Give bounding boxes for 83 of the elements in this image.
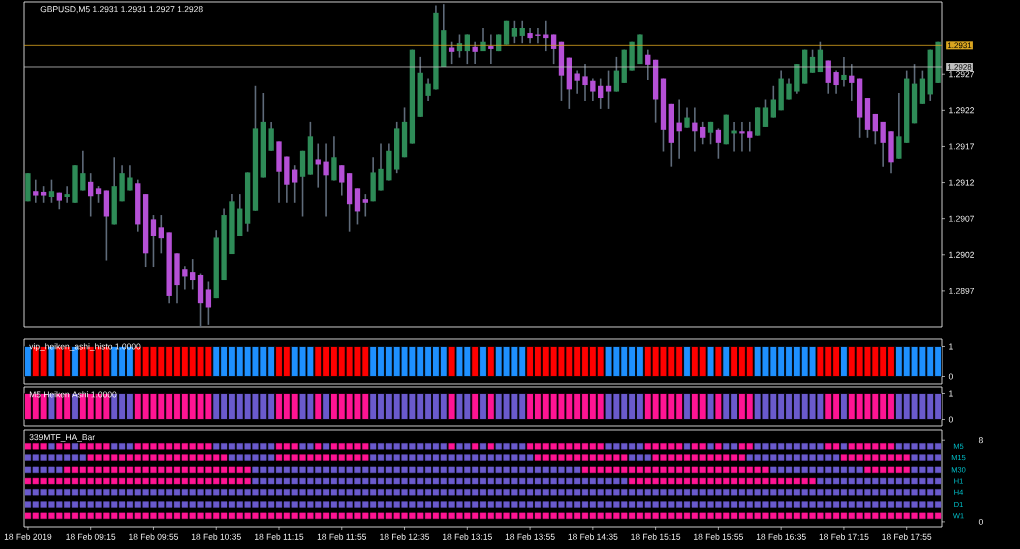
candlestick — [158, 214, 164, 255]
candlestick — [598, 77, 604, 110]
candlestick — [339, 164, 345, 197]
x-tick-label: 18 Feb 09:55 — [129, 533, 179, 540]
candlestick — [323, 142, 329, 218]
x-tick-label: 18 Feb 13:55 — [505, 533, 555, 540]
x-tick-label: 18 Feb 16:35 — [756, 533, 806, 540]
candlestick — [331, 135, 337, 182]
candlestick — [770, 84, 776, 119]
candlestick — [268, 121, 274, 152]
y-tick-label: 1.2912 — [949, 179, 974, 186]
candlestick — [762, 98, 769, 128]
y-tick-label: 1.2897 — [949, 287, 974, 294]
candlestick — [574, 69, 580, 95]
candlestick — [315, 142, 321, 189]
candlestick — [464, 33, 470, 65]
candlestick — [535, 27, 541, 44]
y-tick-label: 0 — [978, 518, 983, 525]
candlestick — [739, 121, 745, 153]
candlestick — [354, 187, 361, 226]
candlestick — [582, 63, 588, 102]
y-tick-label: 1.2927 — [949, 71, 974, 78]
candlestick — [880, 121, 886, 168]
candlestick — [833, 69, 839, 95]
candlestick — [896, 92, 902, 160]
chart-title: M5 Heiken Ashi 1.0000 — [29, 391, 117, 398]
y-tick-label: 0 — [948, 373, 953, 380]
x-tick-label: 18 Feb 09:15 — [66, 533, 116, 540]
candlestick — [605, 69, 612, 110]
x-tick-label: 18 Feb 11:55 — [317, 533, 367, 540]
candlestick — [378, 142, 384, 192]
y-tick-label: 8 — [978, 437, 983, 444]
candlestick — [692, 106, 698, 153]
candlestick — [488, 33, 494, 65]
candlestick — [150, 214, 157, 268]
candlestick — [519, 19, 525, 44]
candlestick — [684, 106, 690, 129]
chart-title: GBPUSD,M5 1.2931 1.2931 1.2927 1.2928 — [40, 6, 203, 14]
candlestick — [292, 164, 298, 204]
candlestick — [64, 185, 70, 204]
x-tick-label: 18 Feb 2019 — [4, 533, 52, 540]
candlestick — [48, 178, 55, 204]
candlestick — [182, 265, 188, 291]
candlestick — [543, 19, 549, 52]
y-tick-label: 1.2907 — [949, 215, 974, 222]
chart-title: 339MTF_HA_Bar — [29, 434, 95, 442]
candlestick — [190, 258, 196, 291]
candlestick — [472, 40, 478, 65]
y-tick-label: 1.2917 — [949, 143, 974, 150]
x-tick-label: 18 Feb 17:15 — [819, 533, 869, 540]
x-tick-label: 18 Feb 14:35 — [568, 533, 618, 540]
candlestick — [700, 121, 706, 146]
y-tick-label: 1 — [949, 343, 953, 350]
candlestick — [33, 178, 39, 204]
x-tick-label: 18 Feb 15:15 — [631, 533, 681, 540]
candlestick — [205, 280, 212, 326]
candlestick — [362, 193, 368, 218]
candlestick — [425, 77, 431, 102]
x-tick-label: 18 Feb 15:55 — [694, 533, 743, 540]
x-tick-label: 18 Feb 12:35 — [380, 533, 430, 540]
x-tick-label: 18 Feb 17:55 — [882, 533, 932, 540]
candlestick — [590, 77, 596, 102]
candlestick — [645, 48, 651, 81]
candlestick — [613, 56, 620, 93]
candlestick — [747, 121, 753, 153]
candlestick — [80, 149, 86, 192]
y-tick-label: 1 — [949, 390, 953, 397]
y-tick-label: 1.2922 — [949, 107, 974, 114]
candlestick — [676, 98, 682, 160]
x-tick-label: 18 Feb 10:35 — [191, 533, 241, 540]
candlestick — [448, 40, 455, 65]
candlestick — [127, 164, 133, 192]
y-tick-label: 1.2902 — [949, 251, 974, 258]
y-tick-label: 0 — [948, 416, 953, 423]
x-tick-label: 18 Feb 13:15 — [443, 533, 492, 540]
candlestick — [872, 113, 878, 146]
candlestick — [841, 56, 847, 88]
candlestick — [511, 19, 518, 44]
candlestick — [550, 33, 557, 65]
candlestick — [849, 63, 855, 102]
candlestick — [715, 127, 722, 160]
candlestick — [88, 172, 94, 218]
x-tick-label: 18 Feb 11:15 — [255, 533, 304, 540]
